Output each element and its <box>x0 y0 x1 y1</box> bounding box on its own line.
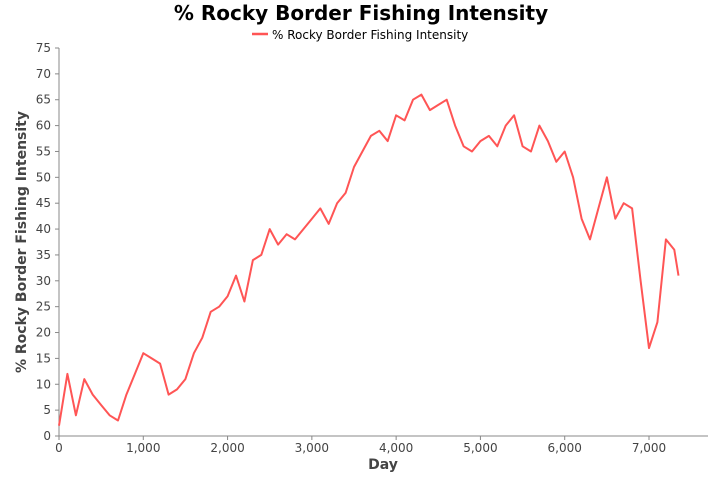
y-tick-label: 15 <box>36 351 51 365</box>
x-tick-label: 0 <box>55 441 63 455</box>
y-tick-label: 20 <box>36 326 51 340</box>
chart-title: % Rocky Border Fishing Intensity <box>174 1 548 25</box>
legend-label: % Rocky Border Fishing Intensity <box>272 28 468 42</box>
x-tick-label: 5,000 <box>463 441 497 455</box>
y-tick-label: 55 <box>36 144 51 158</box>
y-tick-label: 65 <box>36 93 51 107</box>
y-axis-ticks: 0 5 10 15 20 25 30 35 40 45 50 55 60 65 70 75 <box>36 41 59 443</box>
y-tick-label: 60 <box>36 119 51 133</box>
x-axis-title: Day <box>368 457 398 473</box>
y-tick-label: 45 <box>36 196 51 210</box>
y-tick-label: 30 <box>36 274 51 288</box>
y-tick-label: 10 <box>36 377 51 391</box>
y-tick-label: 5 <box>43 403 51 417</box>
y-tick-label: 75 <box>36 41 51 55</box>
x-tick-label: 1,000 <box>126 441 160 455</box>
x-axis-ticks: 0 1,000 2,000 3,000 4,000 5,000 6,000 7,000 <box>55 436 666 455</box>
plot-area <box>59 48 708 436</box>
y-axis-title: % Rocky Border Fishing Intensity <box>14 111 30 373</box>
y-tick-label: 50 <box>36 170 51 184</box>
y-tick-label: 35 <box>36 248 51 262</box>
y-tick-label: 70 <box>36 67 51 81</box>
series-layer <box>58 93 680 426</box>
y-tick-label: 0 <box>43 429 51 443</box>
x-tick-label: 2,000 <box>210 441 244 455</box>
y-tick-label: 40 <box>36 222 51 236</box>
x-tick-label: 7,000 <box>632 441 666 455</box>
series-line <box>58 93 680 426</box>
y-tick-label: 25 <box>36 300 51 314</box>
x-tick-label: 4,000 <box>379 441 413 455</box>
x-tick-label: 6,000 <box>548 441 582 455</box>
legend: % Rocky Border Fishing Intensity <box>252 28 468 42</box>
x-tick-label: 3,000 <box>295 441 329 455</box>
